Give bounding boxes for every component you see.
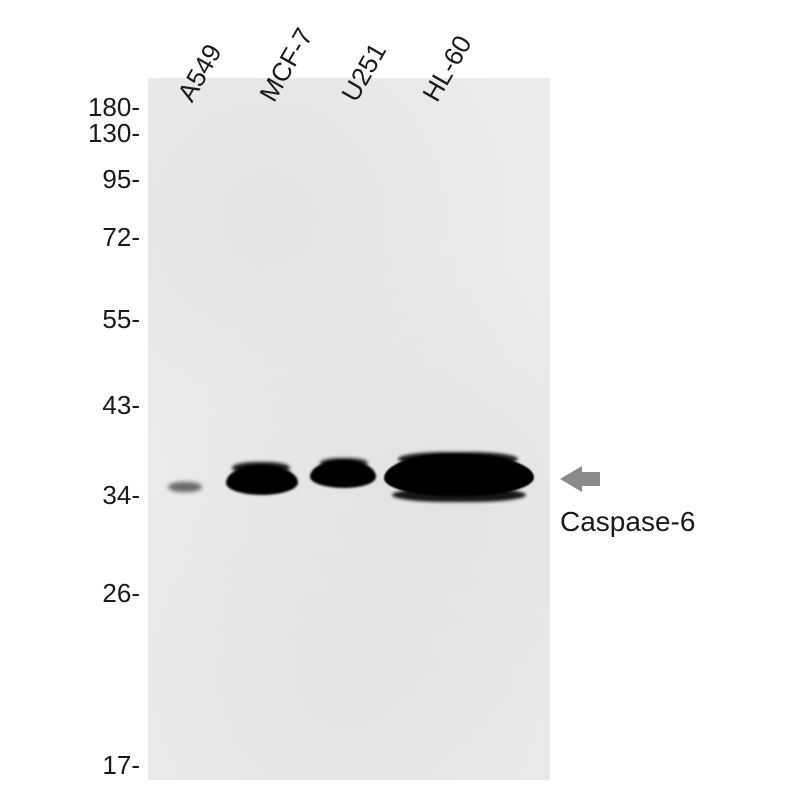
protein-band: [320, 458, 368, 468]
protein-name-label: Caspase-6: [560, 506, 695, 538]
band-pointer-arrow: [560, 466, 600, 492]
arrow-tail: [582, 472, 600, 486]
molecular-weight-label: 72-: [102, 222, 140, 253]
molecular-weight-label: 130-: [88, 118, 140, 149]
molecular-weight-label: 34-: [102, 480, 140, 511]
molecular-weight-label: 26-: [102, 578, 140, 609]
protein-band: [392, 488, 526, 502]
protein-band: [398, 452, 518, 466]
molecular-weight-label: 55-: [102, 304, 140, 335]
blot-membrane-background: [148, 78, 550, 780]
protein-band: [168, 482, 202, 492]
molecular-weight-label: 95-: [102, 164, 140, 195]
western-blot-figure: A549MCF-7U251HL-60 180-130-95-72-55-43-3…: [0, 0, 800, 800]
molecular-weight-label: 43-: [102, 390, 140, 421]
arrow-head-icon: [560, 466, 582, 492]
molecular-weight-label: 17-: [102, 750, 140, 781]
protein-band: [232, 462, 290, 474]
